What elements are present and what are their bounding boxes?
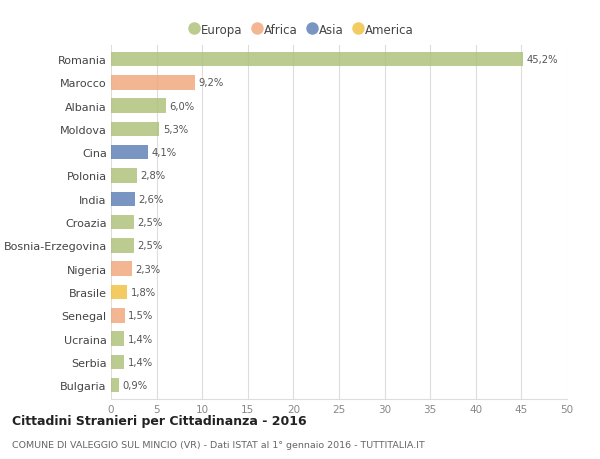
Text: 6,0%: 6,0% (169, 101, 194, 112)
Text: 1,4%: 1,4% (127, 334, 152, 344)
Bar (111, 169, 137, 183)
Bar (111, 76, 195, 90)
Bar (111, 192, 135, 207)
Bar (111, 146, 148, 160)
Text: 5,3%: 5,3% (163, 124, 188, 134)
Bar (111, 355, 124, 369)
Text: 2,8%: 2,8% (140, 171, 166, 181)
Text: 2,6%: 2,6% (139, 194, 164, 204)
Text: 45,2%: 45,2% (527, 55, 559, 65)
Bar (111, 308, 125, 323)
Bar (111, 53, 523, 67)
Text: Cittadini Stranieri per Cittadinanza - 2016: Cittadini Stranieri per Cittadinanza - 2… (12, 414, 307, 428)
Text: 9,2%: 9,2% (199, 78, 224, 88)
Text: 4,1%: 4,1% (152, 148, 177, 158)
Text: 1,5%: 1,5% (128, 311, 154, 321)
Text: 2,5%: 2,5% (137, 241, 163, 251)
Text: COMUNE DI VALEGGIO SUL MINCIO (VR) - Dati ISTAT al 1° gennaio 2016 - TUTTITALIA.: COMUNE DI VALEGGIO SUL MINCIO (VR) - Dat… (12, 441, 425, 449)
Bar (111, 285, 127, 300)
Bar (111, 262, 132, 276)
Text: 1,4%: 1,4% (127, 357, 152, 367)
Text: 1,8%: 1,8% (131, 287, 156, 297)
Text: 2,3%: 2,3% (136, 264, 161, 274)
Text: 0,9%: 0,9% (123, 381, 148, 390)
Bar (111, 215, 134, 230)
Bar (111, 332, 124, 346)
Text: 2,5%: 2,5% (137, 218, 163, 228)
Legend: Europa, Africa, Asia, America: Europa, Africa, Asia, America (191, 23, 413, 36)
Bar (111, 99, 166, 113)
Bar (111, 239, 134, 253)
Bar (111, 123, 160, 137)
Bar (111, 378, 119, 392)
